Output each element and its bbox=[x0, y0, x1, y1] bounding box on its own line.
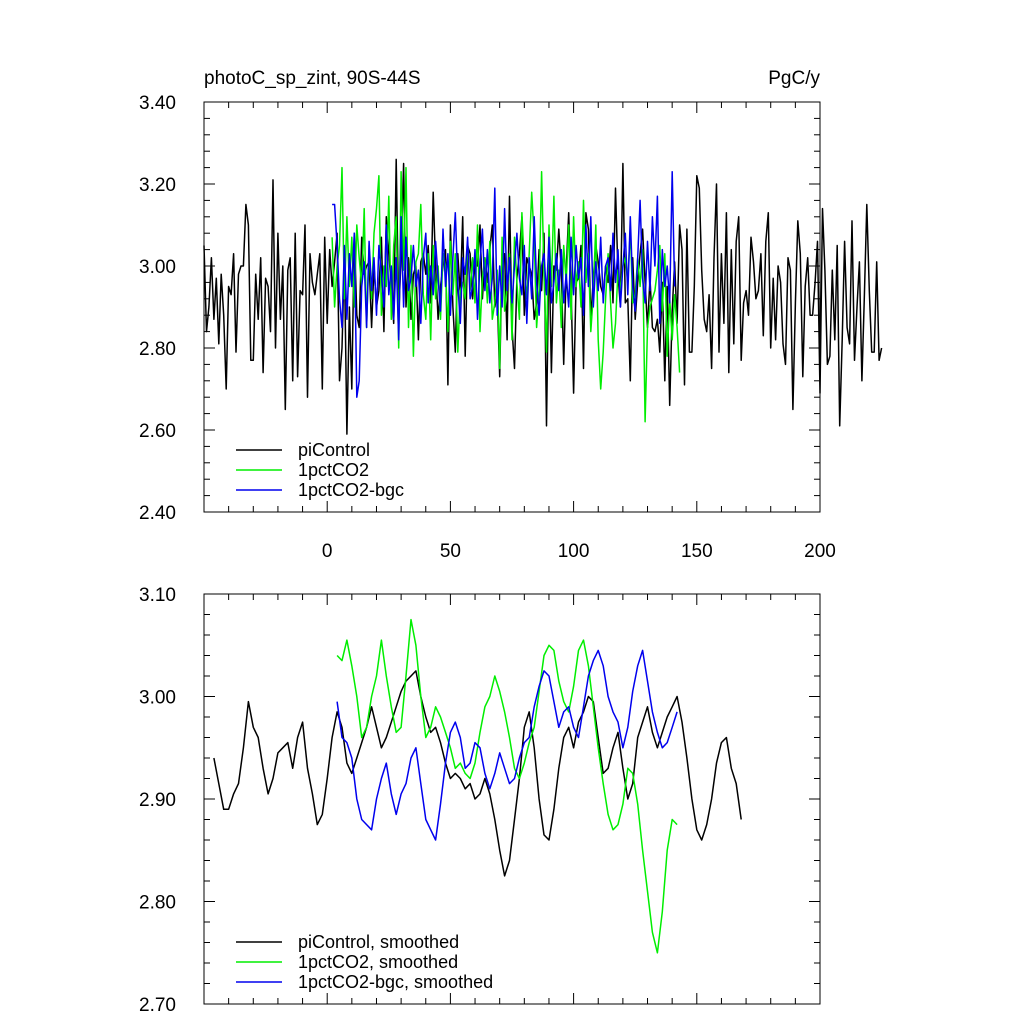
bottom-chart-panel: 2.70 2.80 2.90 3.00 3.10 piControl, smoothed… bbox=[139, 585, 821, 1016]
legend-label: 1pctCO2-bgc, smoothed bbox=[298, 972, 493, 992]
series-line-1pctco2-bgc bbox=[332, 170, 676, 398]
y-tick-label: 2.70 bbox=[139, 995, 176, 1016]
x-tick-label: 150 bbox=[681, 541, 713, 562]
plot-frame bbox=[203, 101, 821, 513]
chart-title: photoC_sp_zint, 90S-44S bbox=[204, 68, 421, 89]
legend-label: 1pctCO2 bbox=[298, 460, 369, 480]
y-tick-label: 2.40 bbox=[139, 503, 176, 524]
legend-label: 1pctCO2, smoothed bbox=[298, 952, 458, 972]
series-group bbox=[203, 158, 883, 435]
y-tick-label: 3.20 bbox=[139, 175, 176, 196]
series-group bbox=[213, 618, 742, 954]
y-tick-label: 2.80 bbox=[139, 339, 176, 360]
legend-label: 1pctCO2-bgc bbox=[298, 480, 404, 500]
top-chart-panel: photoC_sp_zint, 90S-44S PgC/y 2.402.602.… bbox=[139, 68, 883, 562]
y-tick-label: 3.00 bbox=[139, 257, 176, 278]
y-tick-label: 3.40 bbox=[139, 93, 176, 114]
series-line-1pctco2-bgc bbox=[336, 649, 678, 841]
axis-ticks: 2.40 2.60 2.80 3.00 3.20 3.40 0 50 100 150 200 bbox=[139, 93, 836, 562]
axis-ticks: 2.70 2.80 2.90 3.00 3.10 bbox=[139, 585, 821, 1016]
x-tick-label: 50 bbox=[440, 541, 461, 562]
y-tick-label: 2.60 bbox=[139, 421, 176, 442]
y-tick-label: 3.00 bbox=[139, 688, 176, 709]
legend-label: piControl bbox=[298, 440, 370, 460]
y-tick-label: 3.10 bbox=[139, 585, 176, 606]
y-tick-label: 2.80 bbox=[139, 893, 176, 914]
plot-frame bbox=[203, 593, 821, 1005]
x-tick-label: 100 bbox=[558, 541, 590, 562]
y-tick-label: 2.90 bbox=[139, 790, 176, 811]
series-line-1pctco2 bbox=[336, 618, 678, 954]
chart-units-label: PgC/y bbox=[768, 68, 820, 89]
x-tick-label: 0 bbox=[322, 541, 333, 562]
series-line-picontrol bbox=[213, 670, 742, 877]
x-tick-label: 200 bbox=[804, 541, 836, 562]
legend-label: piControl, smoothed bbox=[298, 932, 459, 952]
